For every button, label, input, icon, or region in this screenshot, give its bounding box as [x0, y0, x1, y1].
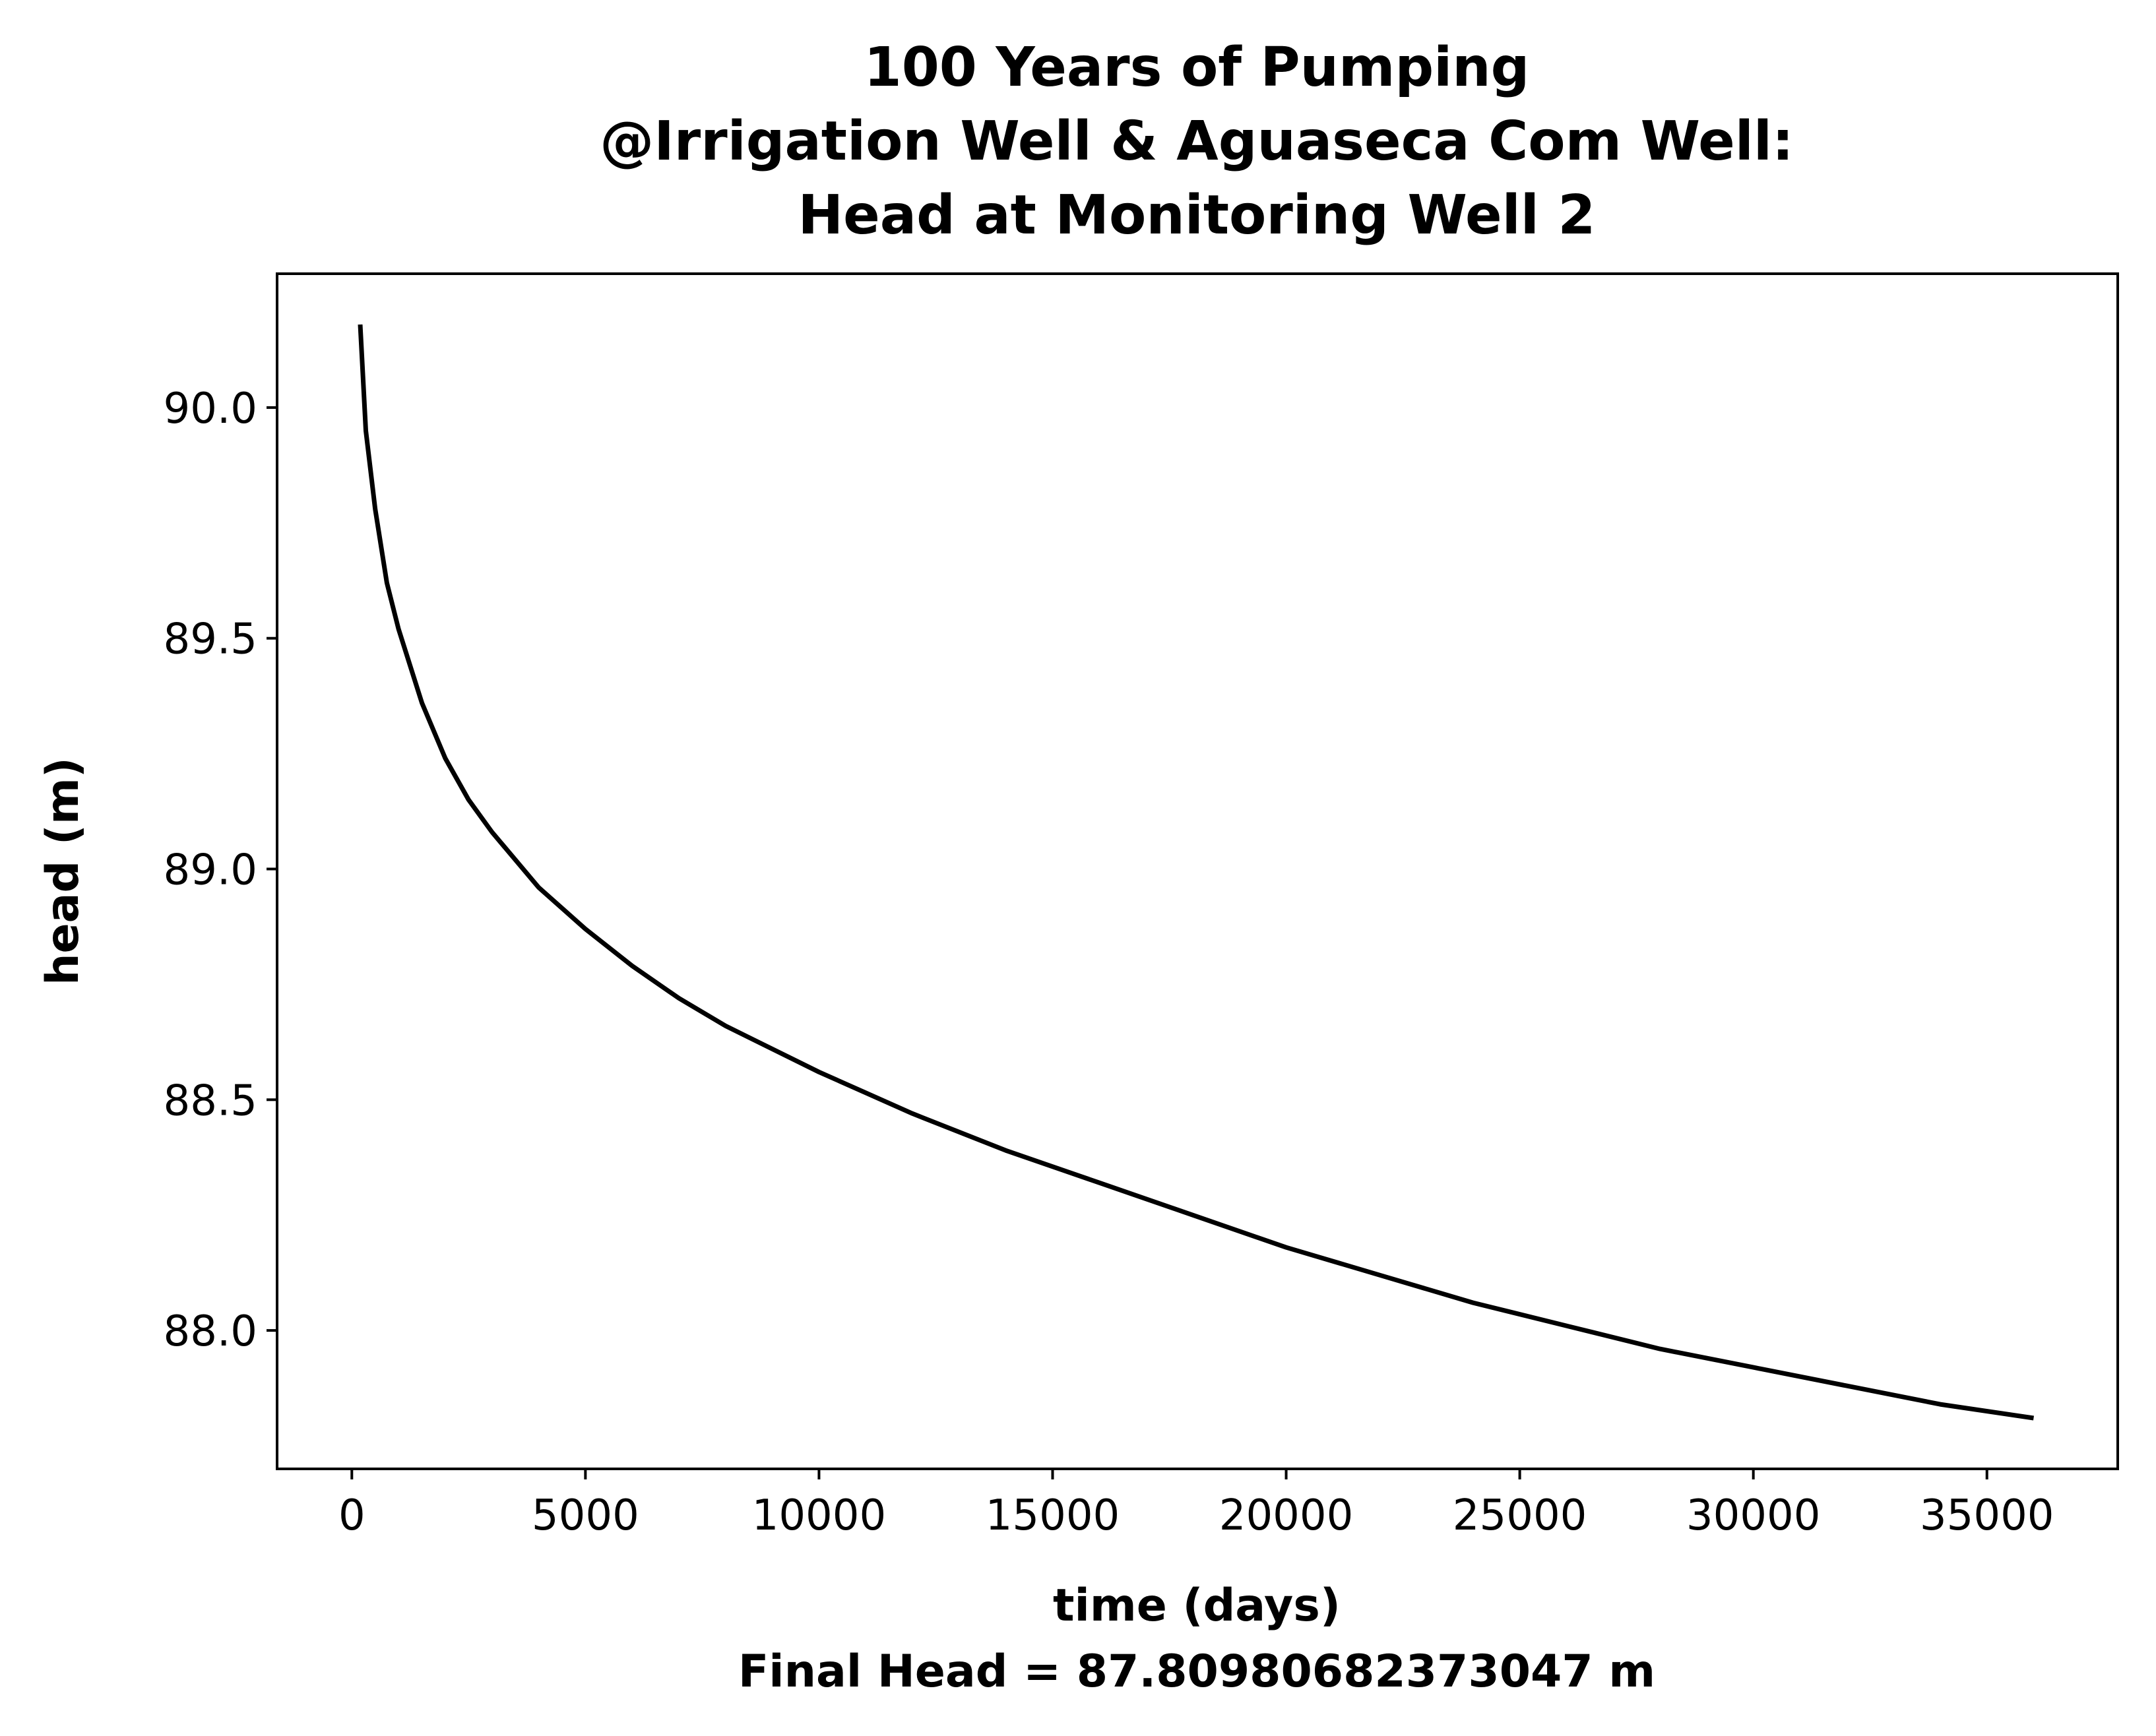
x-tick-label-6: 30000 — [1686, 1491, 1821, 1540]
x-tick-label-1: 5000 — [532, 1491, 639, 1540]
x-tick-label-0: 0 — [338, 1491, 365, 1540]
y-axis-label: head (m) — [37, 757, 89, 985]
plot-area — [358, 324, 2035, 1421]
x-tick-label-5: 25000 — [1453, 1491, 1587, 1540]
x-axis-label: time (days) — [1053, 1580, 1341, 1632]
plot-frame — [276, 272, 2119, 1470]
y-tick-label-3: 89.5 — [164, 615, 258, 664]
final-head-note: Final Head = 87.80980682373047 m — [738, 1646, 1655, 1698]
y-tick-label-0: 88.0 — [164, 1307, 258, 1356]
chart-title-line-3: Head at Monitoring Well 2 — [798, 184, 1596, 247]
y-tick-label-2: 89.0 — [164, 846, 258, 895]
series-line-0 — [358, 324, 2035, 1421]
y-axis: 88.0 88.5 89.0 89.5 90.0 — [164, 385, 277, 1356]
x-tick-label-2: 10000 — [752, 1491, 887, 1540]
x-axis: 0 5000 10000 15000 20000 25000 30000 35000 — [338, 1469, 2054, 1540]
y-tick-label-4: 90.0 — [164, 385, 258, 433]
x-tick-label-3: 15000 — [986, 1491, 1120, 1540]
x-tick-label-7: 35000 — [1920, 1491, 2054, 1540]
x-tick-label-4: 20000 — [1219, 1491, 1354, 1540]
chart-title-line-1: 100 Years of Pumping — [864, 36, 1530, 99]
chart-title-line-2: @Irrigation Well & Aguaseca Com Well: — [600, 110, 1794, 173]
y-tick-label-1: 88.5 — [164, 1076, 258, 1125]
